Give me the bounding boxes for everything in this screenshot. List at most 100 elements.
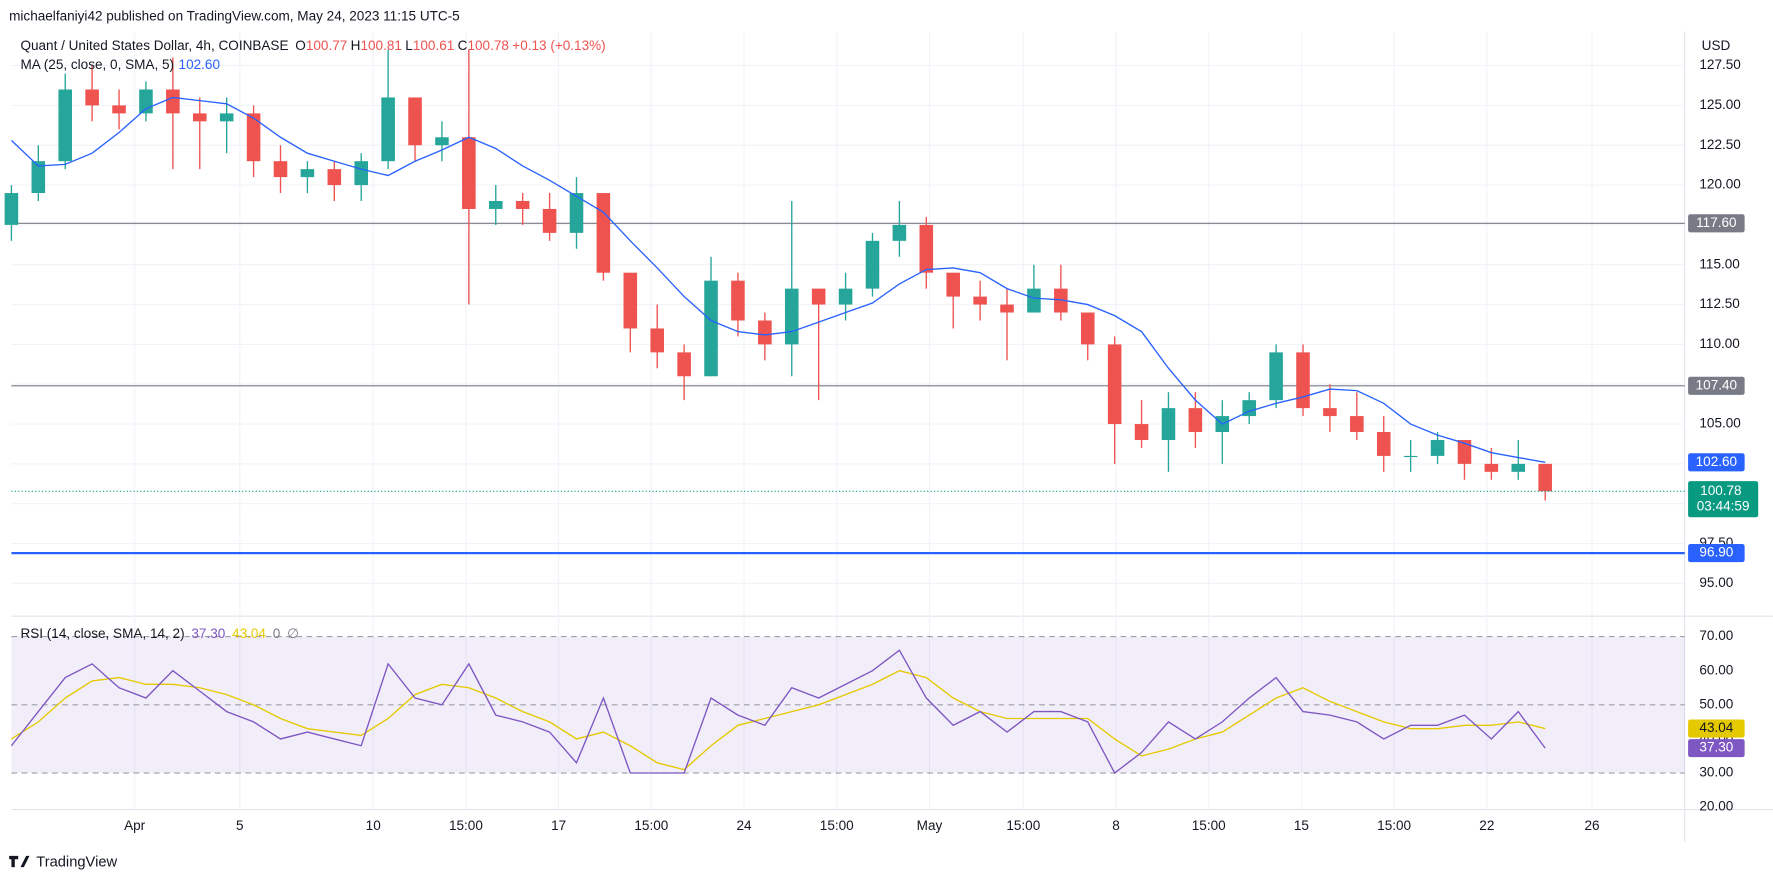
candle-body — [946, 272, 960, 297]
candle-body — [435, 137, 449, 146]
candle-body — [758, 320, 772, 345]
price-tag — [1688, 453, 1745, 472]
legend-ma-value: 102.60 — [179, 57, 220, 72]
candle-body — [1511, 463, 1526, 472]
legend-ohlc-key: H — [351, 38, 361, 53]
candle-body — [919, 224, 934, 273]
candle-body — [623, 272, 638, 329]
price-tag — [1688, 376, 1745, 395]
candle-body — [811, 288, 826, 305]
x-tick-label: 5 — [236, 818, 244, 833]
rsi-ma-line — [11, 669, 1546, 771]
candle-body — [246, 113, 261, 162]
candle-body — [273, 161, 288, 178]
y-tick-label: 125.00 — [1699, 97, 1740, 112]
candle-body — [515, 201, 530, 209]
candle-body — [1161, 408, 1176, 440]
candle-body — [838, 288, 853, 305]
rsi-legend-extra: 0 — [273, 626, 281, 641]
candle-body — [1188, 408, 1203, 433]
candle-body — [1269, 352, 1283, 401]
price-tag-label: 107.40 — [1696, 377, 1737, 392]
candle-body — [1457, 439, 1472, 464]
candle-body — [731, 280, 745, 321]
y-tick-label: 127.50 — [1699, 57, 1740, 72]
x-tick-label: 15:00 — [820, 818, 854, 833]
candle-body — [85, 89, 99, 106]
candle-body — [381, 97, 395, 162]
x-tick-label: 15 — [1294, 818, 1309, 833]
legend-change: +0.13 (+0.13%) — [512, 38, 605, 53]
price-tag — [1688, 214, 1745, 233]
rsi-tag — [1688, 739, 1745, 758]
candle-body — [219, 113, 234, 122]
x-tick-label: 10 — [366, 818, 381, 833]
candle-body — [704, 280, 718, 377]
y-tick-label: 95.00 — [1699, 575, 1733, 590]
rsi-tick-label: 20.00 — [1699, 799, 1733, 814]
rsi-line — [10, 649, 1546, 775]
rsi-tick-label: 30.00 — [1699, 765, 1733, 780]
candle-body — [677, 352, 691, 377]
publisher-header: michaelfaniyi42 published on TradingView… — [9, 9, 460, 24]
rsi-tick-label: 60.00 — [1699, 662, 1733, 677]
legend-ohlc-value: 100.77 — [306, 38, 347, 53]
currency-label: USD — [1702, 38, 1731, 53]
y-tick-label: 112.50 — [1699, 296, 1739, 311]
candle-body — [650, 328, 664, 353]
x-tick-label: 22 — [1479, 818, 1494, 833]
rsi-tag-label: 37.30 — [1699, 740, 1733, 755]
candle-body — [300, 169, 315, 178]
candle-body — [112, 105, 126, 114]
x-tick-label: 15:00 — [1192, 818, 1226, 833]
candle-body — [1350, 416, 1364, 433]
candle-body — [1242, 400, 1256, 417]
x-tick-label: 17 — [551, 818, 566, 833]
candle-body — [1484, 463, 1499, 472]
legend-ohlc-key: O — [295, 38, 306, 53]
legend-ohlc-key: L — [405, 38, 413, 53]
countdown-label: 03:44:59 — [1697, 499, 1750, 514]
candle-body — [1538, 463, 1552, 492]
candle-body — [1134, 424, 1149, 440]
legend-ohlc-value: 100.78 — [467, 38, 508, 53]
rsi-tick-label: 50.00 — [1699, 696, 1733, 711]
rsi-legend-name: RSI (14, close, SMA, 14, 2) — [20, 626, 184, 641]
rsi-legend-value: 37.30 — [191, 626, 225, 641]
candle-body — [596, 193, 611, 273]
y-tick-label: 115.00 — [1699, 256, 1739, 271]
x-tick-label: 26 — [1584, 818, 1599, 833]
x-tick-label: 24 — [737, 818, 753, 833]
candle-body — [784, 288, 799, 345]
candle-body — [139, 89, 153, 114]
x-tick-label: 15:00 — [634, 818, 668, 833]
candle-body — [31, 161, 46, 194]
price-tag-label: 102.60 — [1696, 454, 1737, 469]
legend-ohlc-value: 100.81 — [360, 38, 401, 53]
candle-body — [1027, 288, 1041, 313]
candle-body — [408, 97, 422, 146]
x-tick-label: 8 — [1112, 818, 1120, 833]
rsi-tag-label: 43.04 — [1699, 720, 1733, 735]
candle-body — [462, 137, 476, 209]
candle-body — [892, 224, 907, 241]
x-tick-label: 15:00 — [1006, 818, 1040, 833]
y-tick-label: 120.00 — [1699, 177, 1740, 192]
y-tick-label: 122.50 — [1699, 137, 1740, 152]
candle-body — [1403, 455, 1418, 458]
candle-body — [865, 240, 880, 289]
legend-ma-name: MA (25, close, 0, SMA, 5) — [20, 57, 174, 72]
candle-body — [569, 193, 584, 233]
legend-ohlc-key: C — [458, 38, 468, 53]
candle-body — [166, 89, 180, 114]
candle-body — [4, 193, 19, 225]
last-price-label: 100.78 — [1700, 483, 1741, 498]
candle-body — [327, 169, 342, 186]
candle-body — [1000, 304, 1014, 313]
candle-body — [1430, 439, 1445, 456]
x-tick-label: May — [917, 818, 943, 833]
price-tag-label: 117.60 — [1696, 215, 1736, 230]
x-tick-label: 15:00 — [449, 818, 483, 833]
